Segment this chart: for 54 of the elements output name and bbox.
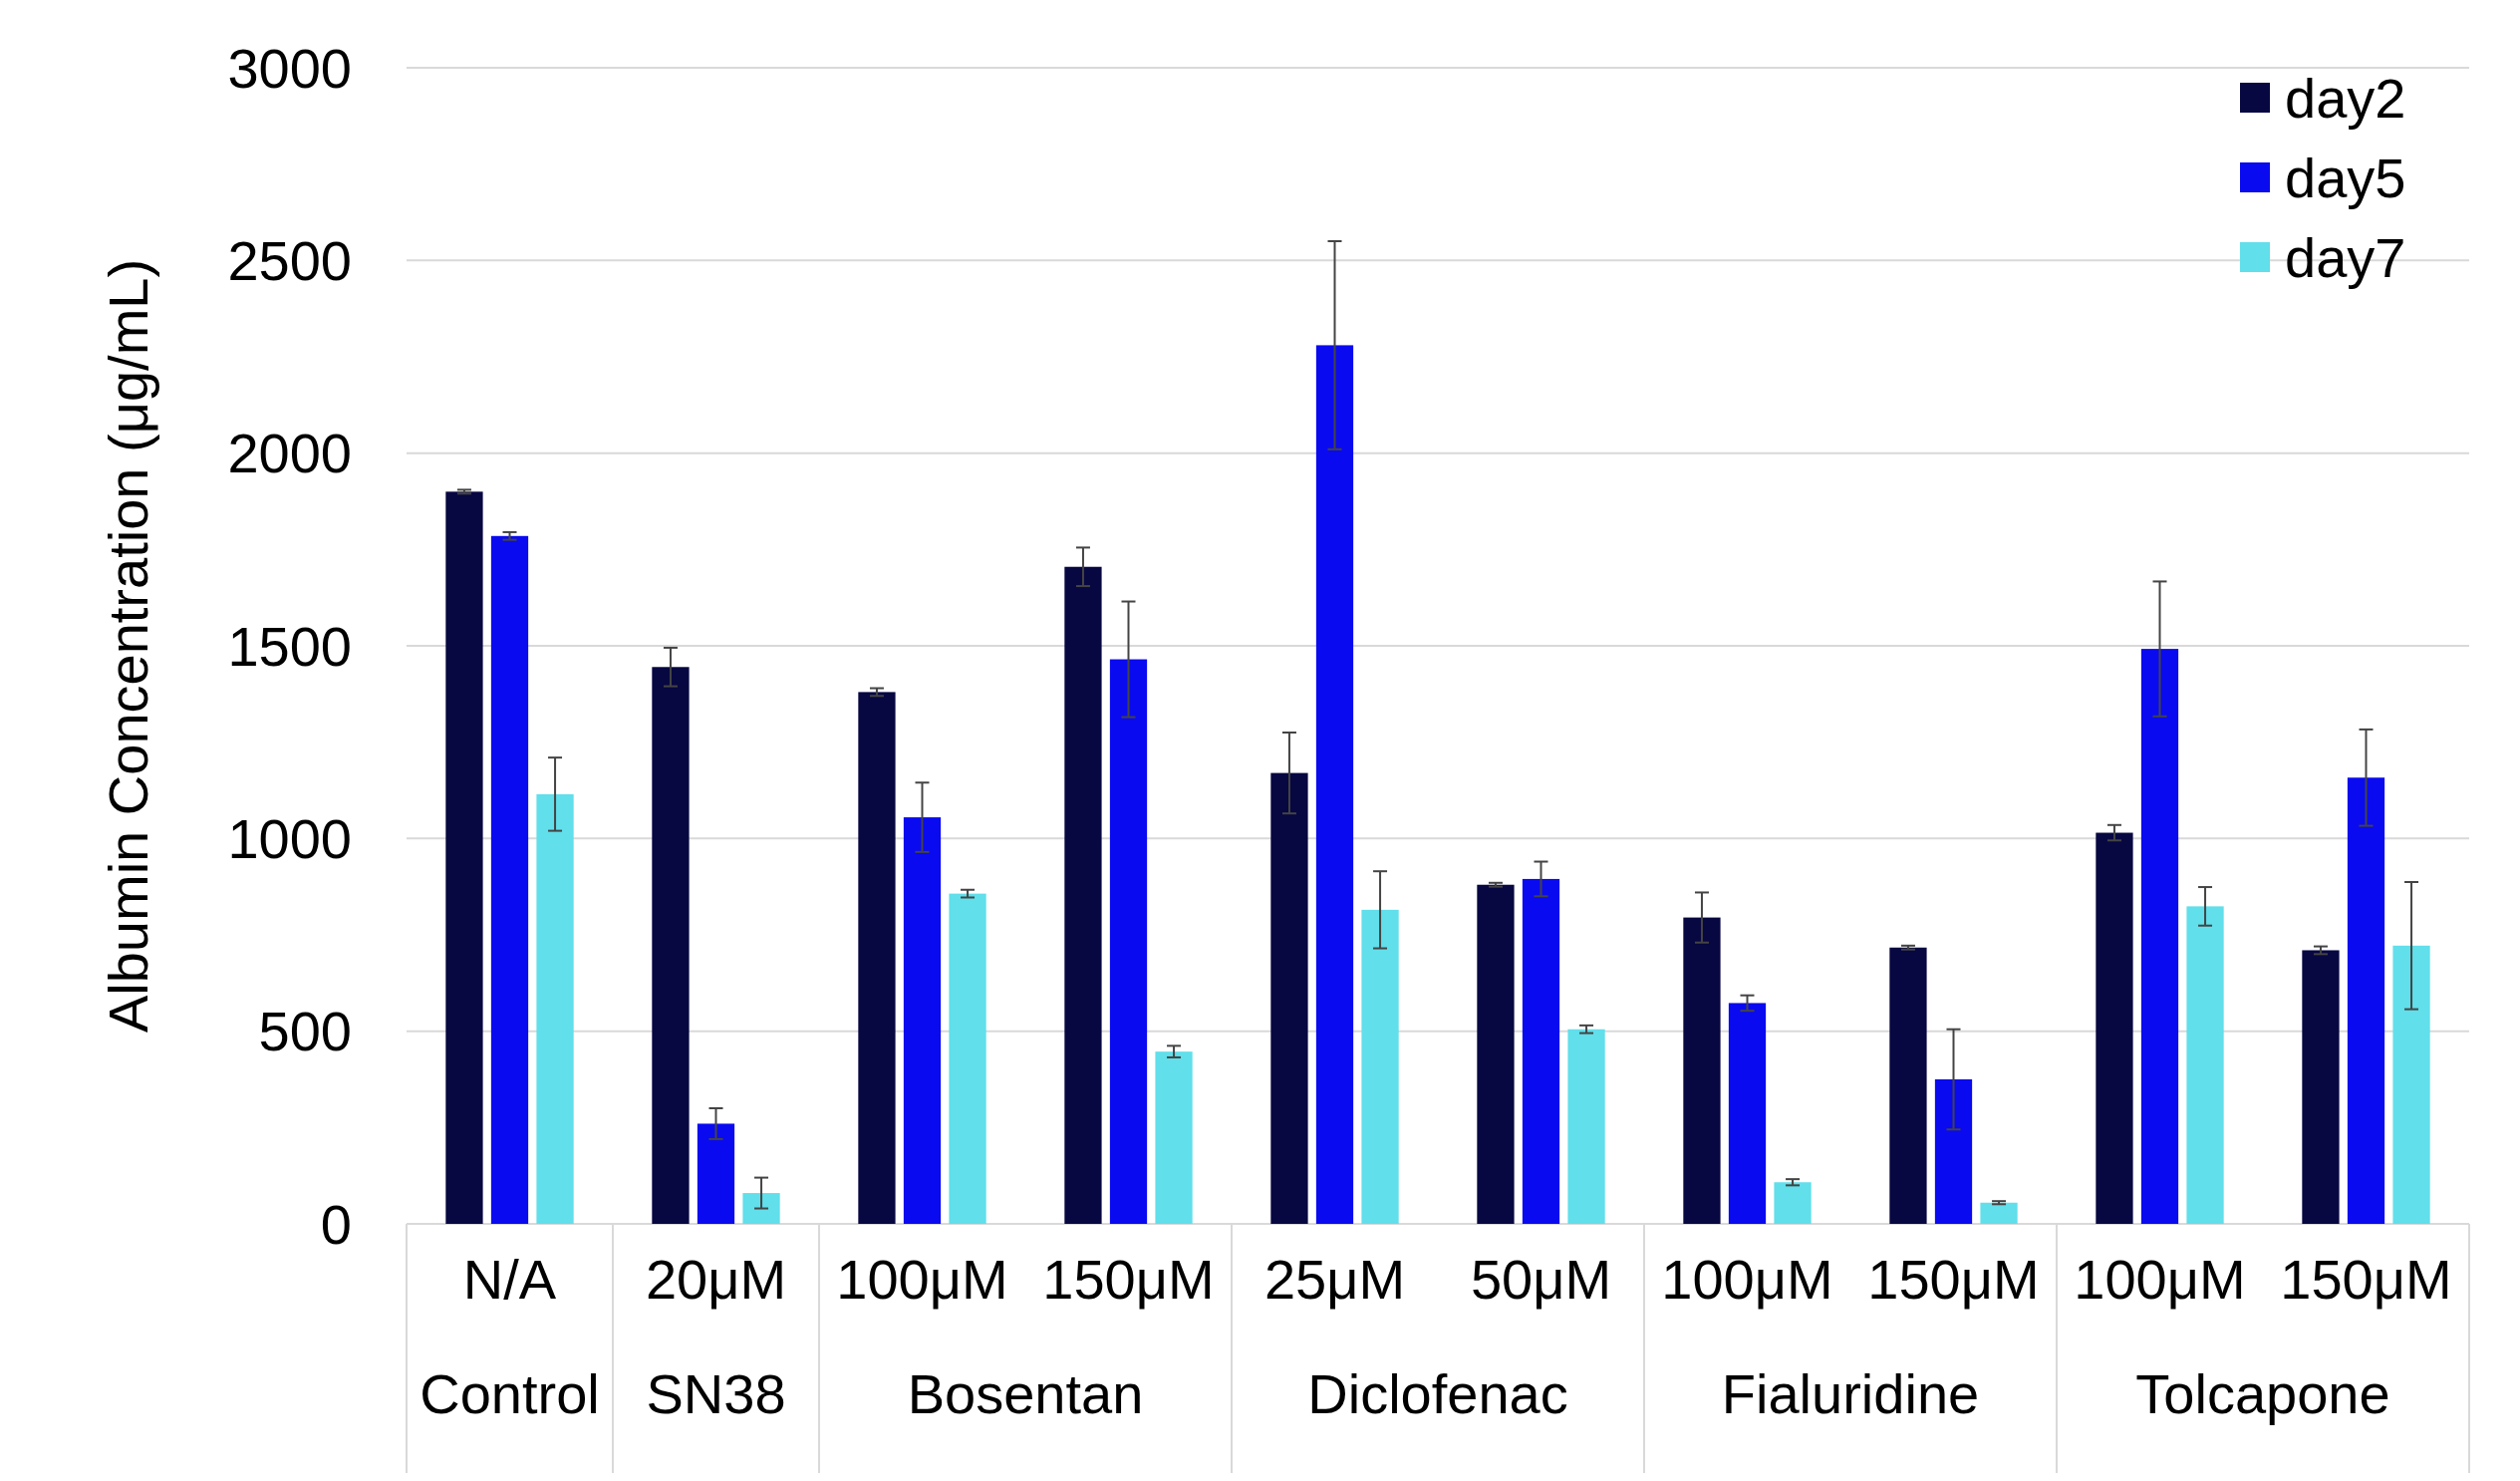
x-tick-label: N/A [462, 1248, 557, 1311]
x-tick-label: 150μM [1867, 1248, 2040, 1311]
bar [2186, 906, 2224, 1224]
bar [858, 692, 896, 1224]
bar [1270, 772, 1308, 1224]
x-tick-label: 50μM [1470, 1248, 1612, 1311]
x-axis-title: Tolcapone [2135, 1362, 2390, 1425]
bar [2392, 945, 2430, 1224]
bar [1980, 1202, 2018, 1224]
bar [903, 817, 942, 1224]
x-tick-label: 100μM [836, 1248, 1008, 1311]
x-axis-title: Bosentan [907, 1362, 1144, 1425]
bar [949, 893, 986, 1224]
bar [2096, 832, 2133, 1224]
legend-label: day2 [2285, 66, 2406, 130]
y-tick-label: 2000 [227, 422, 352, 485]
bar [1934, 1079, 1973, 1224]
legend-label: day7 [2285, 225, 2406, 289]
y-tick-label: 3000 [227, 36, 352, 100]
x-axis-title: SN38 [646, 1362, 786, 1425]
bar [1683, 917, 1721, 1224]
x-tick-label: 100μM [1661, 1248, 1833, 1311]
x-tick-label: 20μM [645, 1248, 787, 1311]
bar [1109, 659, 1148, 1224]
x-axis-title: Fialuridine [1721, 1362, 1980, 1425]
x-tick-label: 150μM [1042, 1248, 1215, 1311]
x-tick-label: 100μM [2074, 1248, 2246, 1311]
x-axis-title: Diclofenac [1307, 1362, 1568, 1425]
bar [1728, 1003, 1767, 1224]
bar [2302, 950, 2340, 1224]
bar [490, 535, 529, 1224]
bar [1155, 1051, 1193, 1224]
bar [1064, 566, 1102, 1224]
y-tick-label: 1000 [227, 806, 352, 870]
bar [1522, 878, 1560, 1224]
bar [2347, 777, 2385, 1224]
bar [1774, 1182, 1812, 1224]
x-axis-title: Control [420, 1362, 600, 1425]
bar [2140, 649, 2179, 1224]
bar [1361, 909, 1399, 1224]
y-tick-label: 2500 [227, 228, 352, 292]
bar [1315, 345, 1354, 1224]
y-tick-label: 500 [258, 1000, 352, 1063]
bar [1477, 884, 1515, 1224]
y-tick-label: 0 [320, 1192, 352, 1256]
x-tick-label: 25μM [1263, 1248, 1406, 1311]
bar [445, 491, 483, 1224]
bar [1889, 947, 1927, 1224]
y-axis-title: Albumin Concentration (μg/mL) [97, 258, 159, 1034]
y-tick-label: 1500 [227, 614, 352, 678]
legend-label: day5 [2285, 146, 2406, 209]
bar [536, 793, 574, 1224]
bar [1567, 1029, 1605, 1224]
x-tick-label: 150μM [2280, 1248, 2452, 1311]
